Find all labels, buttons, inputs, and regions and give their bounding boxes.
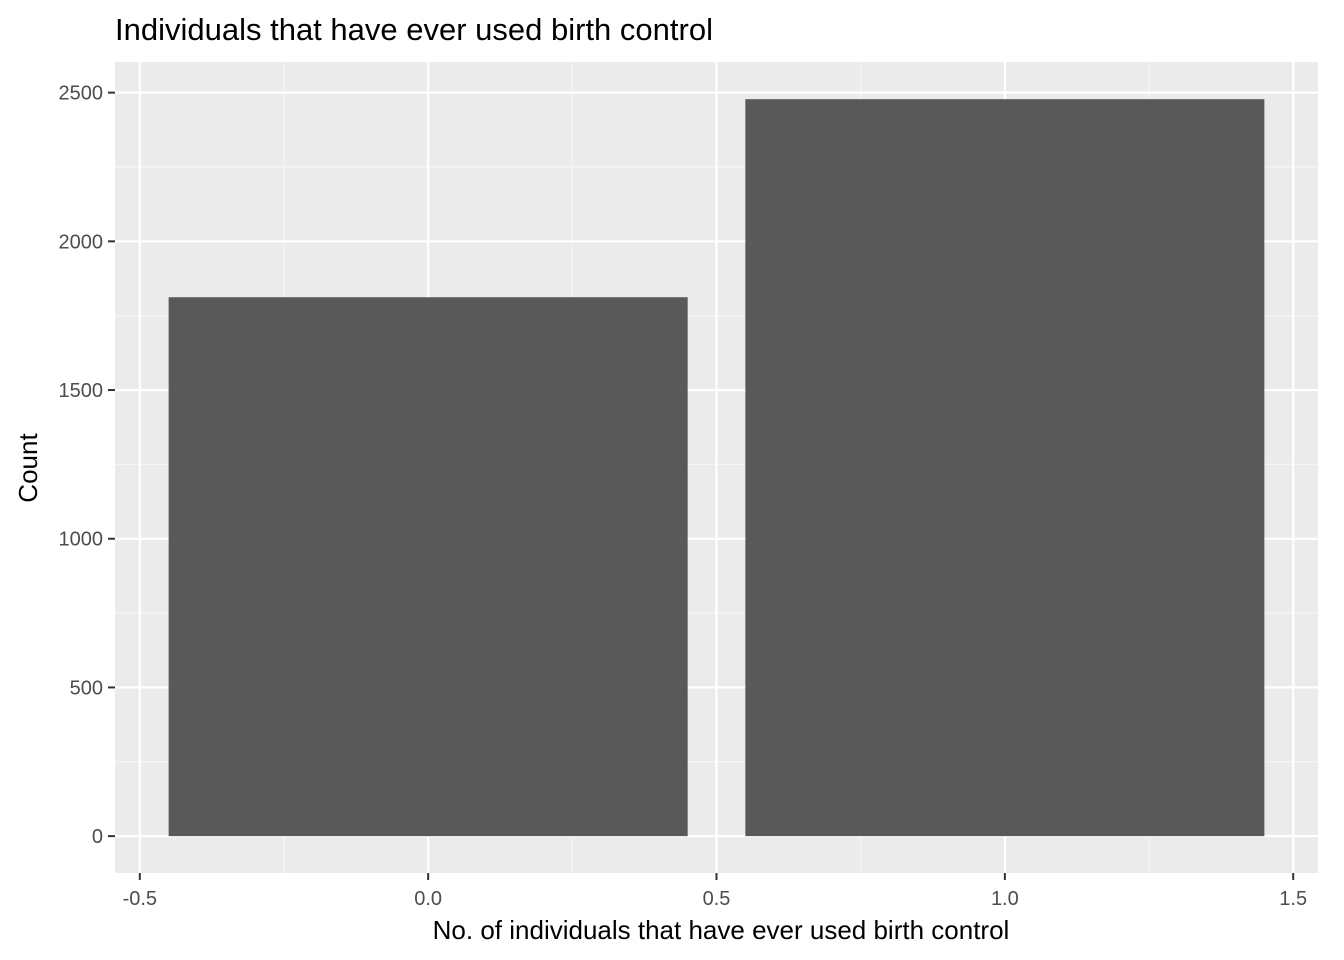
bar (168, 297, 688, 837)
x-tick-label: 0.0 (414, 888, 442, 910)
y-tick-label: 1000 (59, 529, 104, 551)
x-axis: -0.5 0.0 0.5 1.0 1.5 (123, 873, 1307, 910)
y-tick-label: 1500 (59, 380, 104, 402)
y-axis-title: Count (13, 433, 43, 503)
x-tick-label: 1.5 (1279, 888, 1307, 910)
y-axis: 0 500 1000 1500 2000 2500 (59, 83, 115, 848)
x-tick-label: 1.0 (991, 888, 1019, 910)
chart-title: Individuals that have ever used birth co… (115, 12, 713, 47)
y-tick-label: 2000 (59, 231, 104, 253)
x-tick-label: -0.5 (123, 888, 157, 910)
y-tick-label: 2500 (59, 83, 104, 105)
x-tick-label: 0.5 (703, 888, 731, 910)
bars (168, 99, 1265, 837)
y-tick-label: 0 (92, 826, 103, 848)
y-tick-label: 500 (70, 677, 103, 699)
bar (745, 99, 1265, 837)
x-axis-title: No. of individuals that have ever used b… (433, 915, 1010, 945)
